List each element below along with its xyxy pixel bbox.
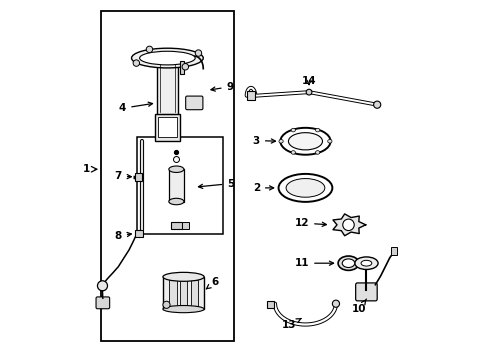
Ellipse shape — [182, 64, 188, 70]
Ellipse shape — [163, 273, 203, 281]
Bar — [155, 114, 180, 140]
Ellipse shape — [146, 46, 152, 53]
Ellipse shape — [278, 174, 332, 202]
Ellipse shape — [288, 133, 322, 150]
Circle shape — [163, 301, 170, 309]
Text: 14: 14 — [301, 76, 316, 86]
Ellipse shape — [360, 260, 371, 266]
Text: 4: 4 — [119, 102, 152, 113]
Ellipse shape — [354, 257, 377, 270]
Text: 13: 13 — [281, 319, 301, 330]
FancyBboxPatch shape — [355, 283, 376, 301]
Bar — [390, 247, 396, 255]
Ellipse shape — [342, 259, 354, 267]
Bar — [171, 222, 182, 229]
Bar — [158, 117, 177, 137]
Text: 1: 1 — [83, 164, 90, 174]
Bar — [180, 280, 187, 306]
Ellipse shape — [285, 179, 324, 197]
Ellipse shape — [195, 50, 201, 56]
Ellipse shape — [315, 128, 319, 132]
Text: 2: 2 — [252, 183, 273, 193]
Bar — [156, 56, 178, 116]
Ellipse shape — [168, 166, 183, 172]
Polygon shape — [332, 214, 365, 236]
Bar — [266, 301, 274, 308]
Bar — [135, 230, 142, 237]
Ellipse shape — [278, 139, 283, 143]
Text: 11: 11 — [294, 258, 333, 268]
Ellipse shape — [280, 128, 330, 155]
Bar — [101, 12, 233, 341]
FancyBboxPatch shape — [185, 96, 203, 110]
Text: 9: 9 — [210, 82, 233, 92]
Bar — [137, 137, 223, 234]
Text: 8: 8 — [114, 231, 131, 240]
Ellipse shape — [133, 60, 139, 66]
Ellipse shape — [327, 139, 331, 143]
Text: 5: 5 — [198, 179, 234, 189]
Ellipse shape — [290, 150, 295, 154]
Ellipse shape — [290, 128, 295, 132]
Ellipse shape — [163, 306, 203, 313]
Text: 10: 10 — [351, 299, 366, 314]
Circle shape — [342, 219, 353, 230]
Ellipse shape — [139, 51, 195, 65]
Bar — [169, 280, 176, 306]
Circle shape — [332, 300, 339, 307]
Bar — [168, 169, 183, 202]
Ellipse shape — [97, 281, 107, 291]
Circle shape — [373, 101, 380, 108]
Bar — [135, 173, 142, 181]
Bar — [190, 280, 198, 306]
Ellipse shape — [337, 256, 358, 270]
Bar — [247, 91, 254, 100]
Bar — [163, 277, 203, 309]
Bar — [180, 62, 184, 74]
Ellipse shape — [131, 48, 203, 68]
Text: 3: 3 — [252, 136, 275, 145]
Ellipse shape — [168, 198, 183, 205]
Bar — [182, 222, 188, 229]
Text: 7: 7 — [114, 171, 131, 181]
Text: 6: 6 — [206, 277, 218, 289]
Ellipse shape — [305, 89, 311, 95]
FancyBboxPatch shape — [96, 297, 109, 309]
Text: 12: 12 — [294, 218, 325, 228]
Ellipse shape — [315, 150, 319, 154]
